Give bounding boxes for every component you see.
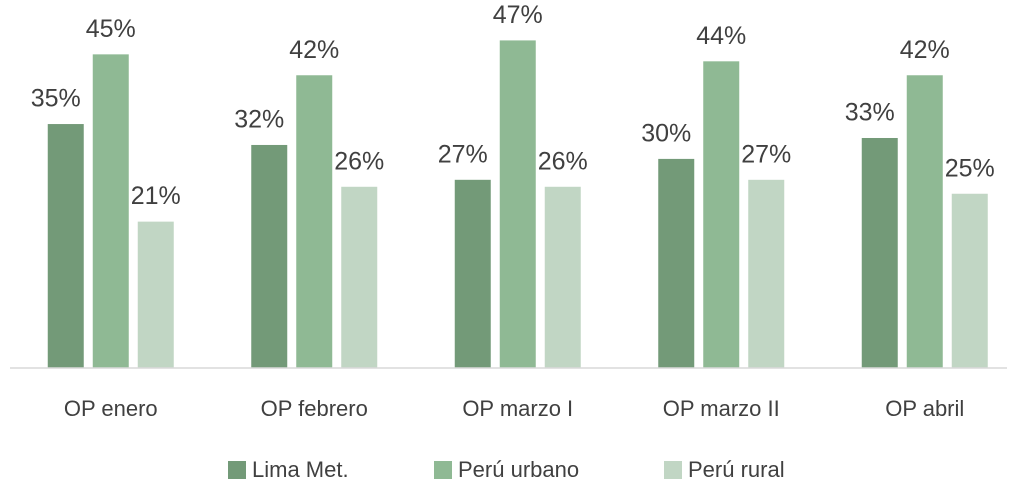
legend-swatch <box>434 461 452 479</box>
bar <box>296 75 333 368</box>
bar <box>454 179 491 368</box>
bar <box>251 144 288 368</box>
x-tick-label: OP abril <box>885 396 964 421</box>
bar <box>92 54 129 368</box>
bar <box>47 124 84 368</box>
bar <box>499 40 536 368</box>
bar <box>658 158 695 368</box>
data-label: 35% <box>31 85 81 113</box>
bar <box>544 186 581 368</box>
bar <box>137 221 174 368</box>
x-tick-label: OP marzo II <box>663 396 780 421</box>
bar <box>861 137 898 368</box>
legend-label: Lima Met. <box>252 457 349 482</box>
data-label: 33% <box>845 99 895 127</box>
data-label: 21% <box>131 182 181 210</box>
x-tick-label: OP febrero <box>261 396 368 421</box>
x-tick-label: OP marzo I <box>462 396 573 421</box>
data-label: 26% <box>334 147 384 175</box>
bar <box>748 179 785 368</box>
data-label: 26% <box>538 147 588 175</box>
bar <box>341 186 378 368</box>
legend-swatch <box>228 461 246 479</box>
bar <box>951 193 988 368</box>
data-label: 30% <box>641 120 691 148</box>
data-label: 27% <box>438 140 488 168</box>
bar <box>703 61 740 368</box>
data-label: 42% <box>900 36 950 64</box>
bar <box>906 75 943 368</box>
data-label: 47% <box>493 1 543 29</box>
x-tick-label: OP enero <box>64 396 158 421</box>
legend-swatch <box>664 461 682 479</box>
data-label: 25% <box>945 154 995 182</box>
data-label: 45% <box>86 15 136 43</box>
data-label: 42% <box>289 36 339 64</box>
legend-label: Perú urbano <box>458 457 579 482</box>
data-label: 27% <box>741 140 791 168</box>
legend-label: Perú rural <box>688 457 785 482</box>
data-label: 32% <box>234 106 284 134</box>
data-label: 44% <box>696 22 746 50</box>
